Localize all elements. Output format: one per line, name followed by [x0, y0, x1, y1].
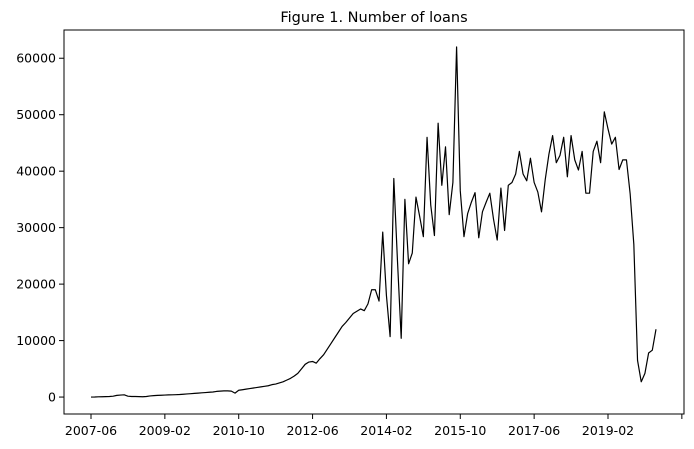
chart-title: Figure 1. Number of loans — [280, 10, 467, 26]
x-axis: 2007-06 2009-02 2010-10 2012-06 2014-02 2015-… — [65, 414, 683, 438]
x-tick-label: 2010-10 — [213, 423, 265, 438]
x-tick-label: 2019-02 — [582, 423, 634, 438]
y-tick-label: 20000 — [16, 277, 56, 292]
y-axis: 0 10000 20000 30000 40000 50000 60000 — [16, 51, 64, 405]
x-tick-label: 2014-02 — [360, 423, 412, 438]
x-tick-label: 2009-02 — [139, 423, 191, 438]
plot-frame — [63, 29, 685, 415]
y-tick-label: 60000 — [16, 51, 56, 66]
x-tick-label: 2012-06 — [286, 423, 338, 438]
y-tick-label: 50000 — [16, 107, 56, 122]
y-tick-label: 40000 — [16, 164, 56, 179]
loans-series-line — [90, 46, 657, 398]
x-tick-label: 2007-06 — [65, 423, 117, 438]
x-tick-label: 2015-10 — [434, 423, 486, 438]
y-tick-label: 10000 — [16, 333, 56, 348]
y-tick-label: 0 — [48, 390, 56, 405]
x-tick-label: 2017-06 — [508, 423, 560, 438]
y-tick-label: 30000 — [16, 220, 56, 235]
